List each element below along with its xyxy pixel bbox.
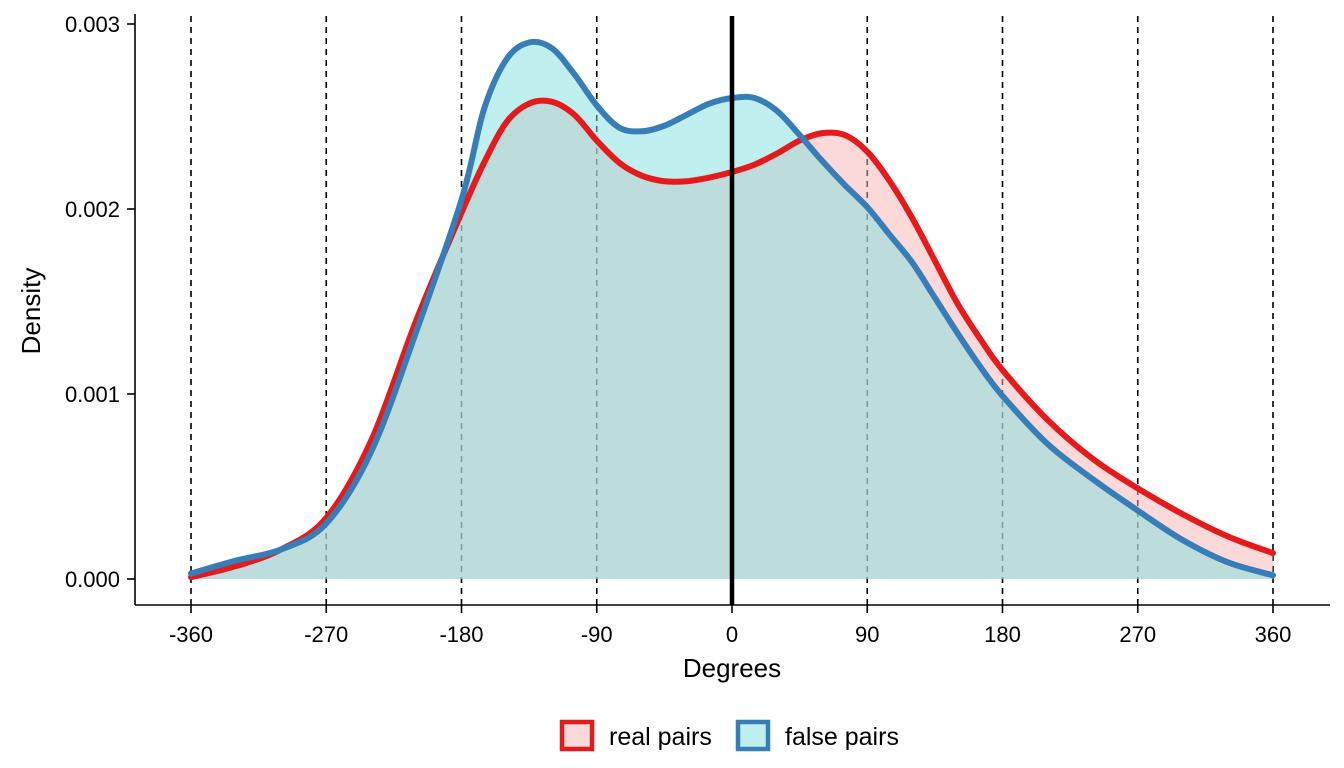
x-tick-label: 0 xyxy=(726,622,738,647)
y-axis-title: Density xyxy=(16,268,46,355)
y-tick-label: 0.002 xyxy=(65,197,120,222)
legend: real pairs false pairs xyxy=(559,719,899,752)
density-lines xyxy=(188,38,1276,581)
x-tick-label: 270 xyxy=(1119,622,1156,647)
x-tick-label: 90 xyxy=(855,622,879,647)
legend-label-false-pairs: false pairs xyxy=(785,723,899,751)
y-tick-label: 0.000 xyxy=(65,567,120,592)
legend-key-real-pairs xyxy=(559,719,595,752)
x-axis-title: Degrees xyxy=(683,653,781,683)
legend-key-false-pairs xyxy=(735,719,771,752)
x-tick-label: -360 xyxy=(169,622,213,647)
legend-label-real-pairs: real pairs xyxy=(609,723,712,751)
x-axis-ticks: -360 -270 -180 -90 0 90 180 270 360 xyxy=(169,605,1291,647)
y-tick-label: 0.001 xyxy=(65,382,120,407)
x-tick-label: 180 xyxy=(984,622,1021,647)
x-tick-label: -270 xyxy=(304,622,348,647)
x-tick-label: -180 xyxy=(439,622,483,647)
y-axis-ticks: 0.000 0.001 0.002 0.003 xyxy=(65,12,135,592)
x-tick-label: -90 xyxy=(581,622,613,647)
y-tick-label: 0.003 xyxy=(65,12,120,37)
x-tick-label: 360 xyxy=(1255,622,1292,647)
density-line-false-pairs xyxy=(188,38,1276,579)
